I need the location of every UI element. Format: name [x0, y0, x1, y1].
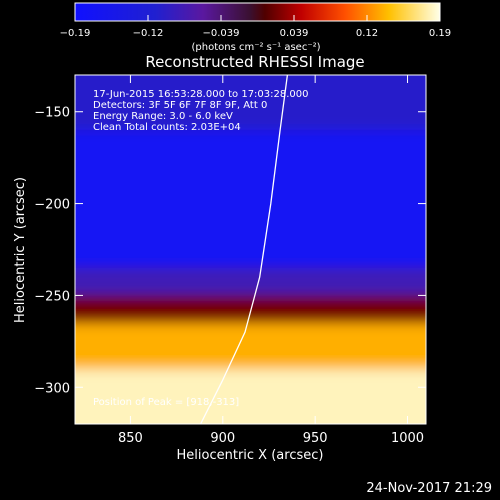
chart-title: Reconstructed RHESSI Image [145, 53, 364, 71]
colorbar-tick-label: −0.12 [133, 28, 164, 39]
x-tick-label: 1000 [391, 431, 424, 446]
timestamp: 24-Nov-2017 21:29 [366, 481, 492, 496]
intensity-band [75, 368, 426, 424]
colorbar-tick-label: 0.12 [356, 28, 378, 39]
solar-limb-line [200, 75, 289, 424]
colorbar-unit-label: (photons cm⁻² s⁻¹ asec⁻²) [191, 42, 320, 53]
y-tick-label: −150 [34, 106, 70, 121]
colorbar-tick-label: 0.19 [429, 28, 451, 39]
x-tick-label: 950 [303, 431, 328, 446]
heatmap [75, 75, 426, 424]
intensity-band [75, 267, 426, 296]
plot-frame [74, 74, 427, 425]
colorbar-tick-label: −0.19 [60, 28, 91, 39]
intensity-band [75, 130, 426, 268]
annotation-energy-range: Energy Range: 3.0 - 6.0 keV [93, 111, 233, 122]
annotation-clean-counts: Clean Total counts: 2.03E+04 [93, 122, 241, 133]
y-tick-label: −200 [34, 198, 70, 213]
annotation-detectors: Detectors: 3F 5F 6F 7F 8F 9F, Att 0 [93, 100, 267, 111]
colorbar-ticks: −0.19 −0.12 −0.039 0.039 0.12 0.19 [60, 15, 451, 39]
annotation-block: 17-Jun-2015 16:53:28.000 to 17:03:28.000… [93, 89, 309, 133]
y-tick-label: −300 [34, 381, 70, 396]
y-axis-label: Heliocentric Y (arcsec) [13, 177, 28, 323]
x-axis: 850 900 950 1000 [118, 75, 424, 446]
x-tick-label: 850 [118, 431, 143, 446]
y-axis: −150 −200 −250 −300 [34, 106, 426, 396]
intensity-band [75, 75, 426, 131]
peak-position-label: Position of Peak = [918,-313] [93, 397, 239, 408]
y-tick-label: −250 [34, 289, 70, 304]
colorbar-tick-label: 0.039 [280, 28, 309, 39]
colorbar-tick-label: −0.039 [202, 28, 239, 39]
x-tick-label: 900 [210, 431, 235, 446]
annotation-time-range: 17-Jun-2015 16:53:28.000 to 17:03:28.000 [93, 89, 309, 100]
x-axis-label: Heliocentric X (arcsec) [177, 448, 324, 463]
intensity-band [75, 322, 426, 369]
colorbar [74, 2, 441, 22]
